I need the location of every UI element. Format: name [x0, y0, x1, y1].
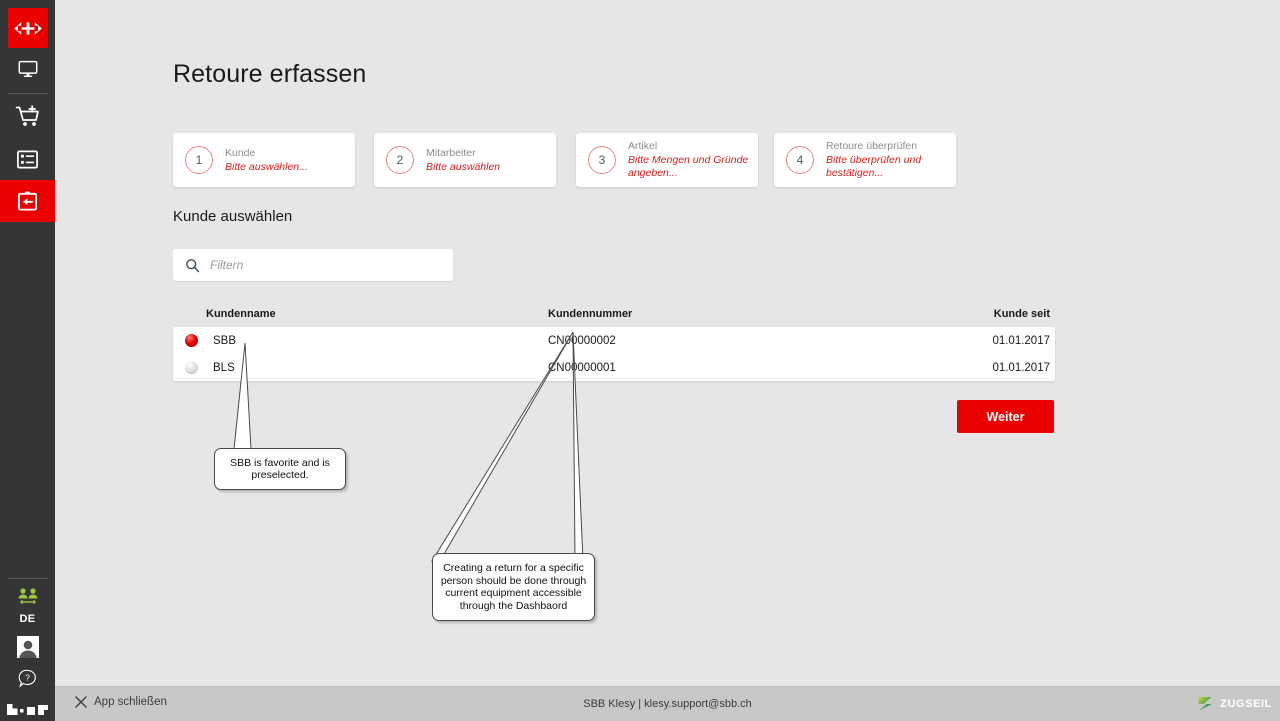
- step-text: Retoure überprüfen Bitte überprüfen und …: [826, 140, 956, 180]
- step-label: Retoure überprüfen: [826, 140, 918, 152]
- step-card-2[interactable]: 2 Mitarbeiter Bitte auswählen: [374, 133, 556, 187]
- step-number: 3: [588, 146, 616, 174]
- footer-support-text: SBB Klesy | klesy.support@sbb.ch: [583, 698, 752, 710]
- step-text: Kunde Bitte auswählen...: [225, 147, 314, 174]
- sidebar-item-dashboard[interactable]: [0, 48, 55, 90]
- sidebar-brand-mark: [6, 703, 50, 721]
- next-button[interactable]: Weiter: [957, 400, 1054, 433]
- sidebar-bottom-group: DE ?: [0, 581, 55, 721]
- clipboard-return-icon: [17, 190, 38, 211]
- search-input[interactable]: [210, 258, 425, 272]
- cart-plus-icon: [15, 105, 39, 126]
- column-header-since: Kunde seit: [993, 307, 1050, 320]
- step-card-3[interactable]: 3 Artikel Bitte Mengen und Gründe angebe…: [576, 133, 758, 187]
- svg-text:?: ?: [25, 672, 30, 682]
- table-header-row: Kundenname Kundennummer Kunde seit: [173, 300, 1055, 327]
- step-label: Mitarbeiter: [426, 146, 476, 159]
- section-title: Kunde auswählen: [173, 208, 293, 225]
- table-body: SBB CN00000002 01.01.2017 BLS CN00000001…: [173, 327, 1055, 381]
- zugseil-z-icon: [1198, 697, 1212, 711]
- sbb-logo[interactable]: [7, 8, 48, 48]
- sbb-logo-icon: [13, 21, 42, 35]
- customer-number: CN00000001: [548, 361, 616, 374]
- step-card-1[interactable]: 1 Kunde Bitte auswählen...: [173, 133, 355, 187]
- step-card-4[interactable]: 4 Retoure überprüfen Bitte überprüfen un…: [774, 133, 956, 187]
- cell-name: SBB: [173, 334, 548, 347]
- cell-name: BLS: [173, 361, 548, 374]
- row-radio-selected[interactable]: [185, 334, 198, 347]
- sidebar-item-order[interactable]: [0, 96, 55, 138]
- customer-name: SBB: [213, 334, 237, 347]
- page-title: Retoure erfassen: [173, 60, 367, 88]
- annotation-callout-dashboard: Creating a return for a specific person …: [432, 553, 595, 621]
- help-icon: ?: [18, 669, 36, 688]
- user-avatar-icon: [19, 640, 36, 658]
- search-icon: [185, 258, 200, 273]
- step-number: 1: [185, 146, 213, 174]
- sidebar: DE ?: [0, 0, 55, 721]
- community-icon: [18, 588, 37, 605]
- customer-name: BLS: [213, 361, 235, 374]
- step-label: Artikel: [628, 140, 658, 152]
- step-sublabel: Bitte überprüfen und bestätigen...: [826, 154, 922, 179]
- sidebar-divider: [7, 93, 48, 94]
- column-header-name: Kundenname: [206, 307, 276, 320]
- sidebar-item-community[interactable]: [0, 581, 55, 611]
- close-app-button[interactable]: App schließen: [75, 696, 167, 708]
- close-app-label: App schließen: [94, 696, 167, 708]
- sidebar-item-help[interactable]: ?: [0, 663, 55, 693]
- annotation-callout-favorite: SBB is favorite and is preselected.: [214, 448, 346, 490]
- list-icon: [17, 149, 38, 169]
- step-label: Kunde: [225, 146, 256, 159]
- sidebar-divider-bottom: [7, 578, 48, 579]
- table-row[interactable]: SBB CN00000002 01.01.2017: [173, 327, 1055, 354]
- zugseil-wordmark: ZUGSEIL: [1220, 698, 1272, 710]
- customer-since: 01.01.2017: [992, 334, 1050, 347]
- avatar: [16, 636, 39, 658]
- sidebar-item-account[interactable]: [0, 631, 55, 663]
- step-number: 4: [786, 146, 814, 174]
- step-sublabel: Bitte auswählen: [426, 160, 501, 173]
- table-row[interactable]: BLS CN00000001 01.01.2017: [173, 354, 1055, 381]
- close-icon: [75, 696, 87, 708]
- step-number: 2: [386, 146, 414, 174]
- zugseil-brand[interactable]: ZUGSEIL: [1195, 694, 1272, 714]
- step-sublabel: Bitte auswählen...: [225, 160, 308, 173]
- sidebar-item-orders-list[interactable]: [0, 138, 55, 180]
- customer-number: CN00000002: [548, 334, 616, 347]
- customer-table: Kundenname Kundennummer Kunde seit SBB C…: [173, 300, 1055, 381]
- main-content: Retoure erfassen 1 Kunde Bitte auswählen…: [55, 0, 1280, 721]
- step-sublabel: Bitte Mengen und Gründe angeben...: [628, 154, 749, 179]
- language-selector[interactable]: DE: [19, 613, 36, 625]
- column-header-number: Kundennummer: [548, 307, 633, 320]
- step-text: Artikel Bitte Mengen und Gründe angeben.…: [628, 140, 758, 180]
- step-text: Mitarbeiter Bitte auswählen: [426, 147, 506, 174]
- row-radio[interactable]: [185, 361, 198, 374]
- monitor-icon: [18, 60, 37, 77]
- customer-since: 01.01.2017: [992, 361, 1050, 374]
- sidebar-item-return[interactable]: [0, 180, 55, 222]
- search-field[interactable]: [173, 249, 453, 281]
- footer: App schließen SBB Klesy | klesy.support@…: [55, 686, 1280, 721]
- partial-wordmark-icon: [6, 704, 48, 715]
